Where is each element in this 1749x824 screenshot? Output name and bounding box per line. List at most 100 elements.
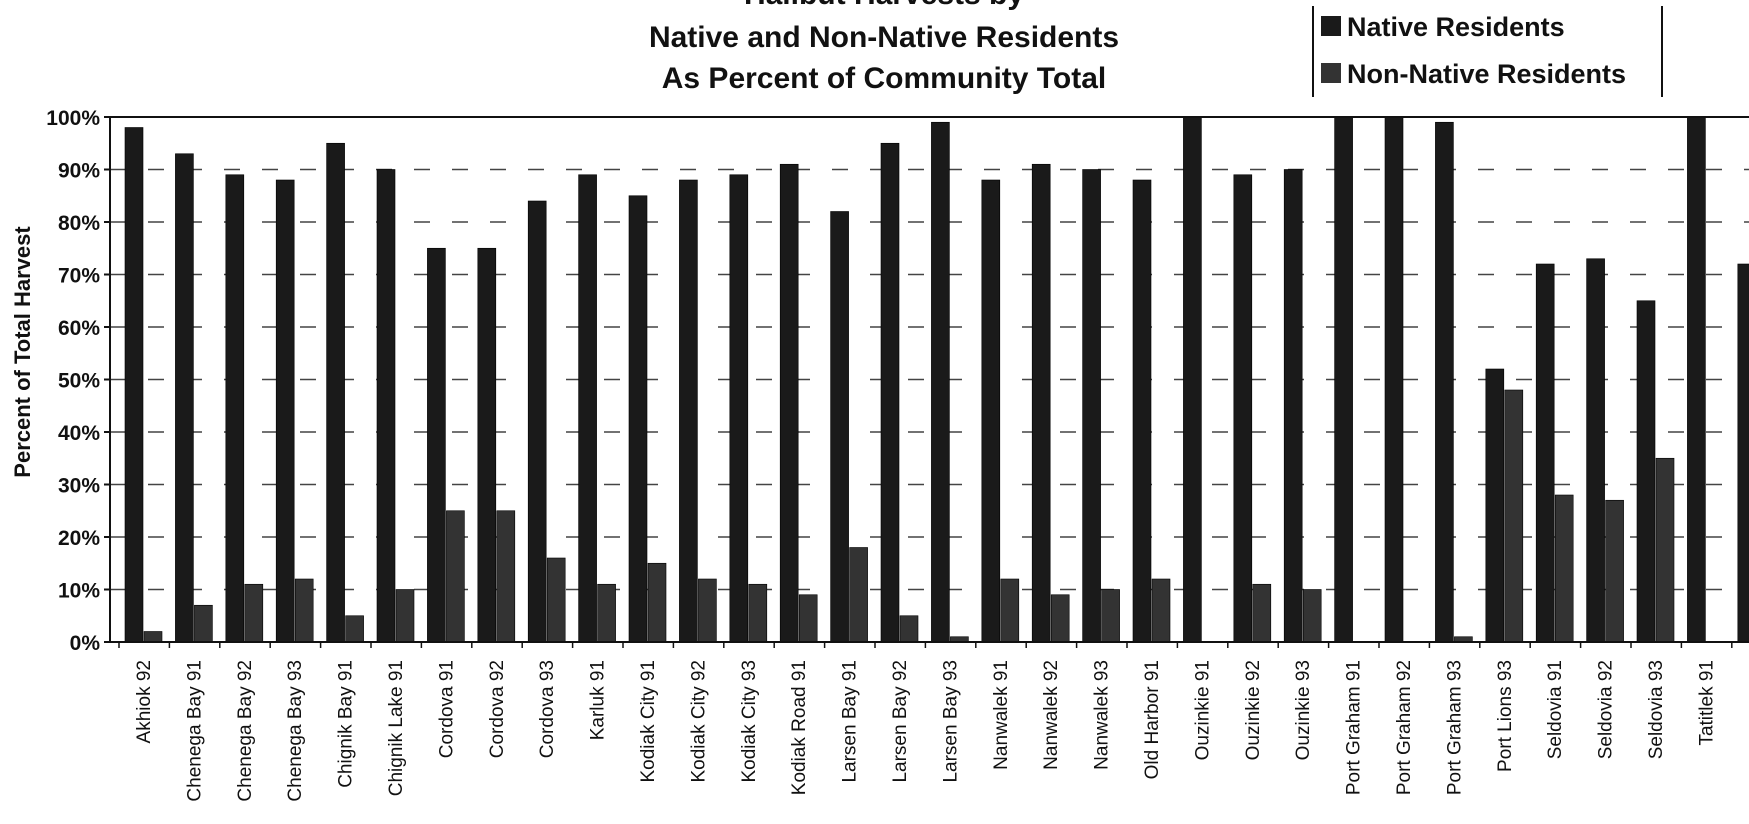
x-tick-label: Port Lions 93 bbox=[1495, 660, 1516, 772]
bar-native bbox=[124, 127, 144, 643]
bar-non-native bbox=[294, 578, 314, 643]
bar-non-native bbox=[849, 547, 868, 643]
y-tick-label: 60% bbox=[58, 317, 100, 340]
x-tick-label: Old Harbor 91 bbox=[1142, 660, 1163, 779]
bar-native bbox=[729, 174, 749, 643]
bar-non-native bbox=[899, 615, 919, 643]
x-tick-label: Ouzinkie 91 bbox=[1192, 660, 1213, 760]
legend-label: Native Residents bbox=[1347, 12, 1565, 42]
x-tick-label: Larsen Bay 92 bbox=[890, 660, 911, 783]
bar-native bbox=[779, 163, 799, 643]
x-tick-label: Port Graham 92 bbox=[1394, 660, 1415, 795]
y-tick-label: 20% bbox=[58, 527, 100, 550]
bar-native bbox=[225, 174, 245, 643]
bar-native bbox=[1687, 116, 1706, 643]
x-tick-label: Chignik Bay 91 bbox=[336, 660, 357, 788]
bar-non-native bbox=[1605, 499, 1624, 643]
chart-title-line: Native and Non-Native Residents bbox=[649, 21, 1119, 54]
y-tick-label: 80% bbox=[58, 212, 100, 235]
x-axis-ticks: Akhiok 92 Chenega Bay 91 Chenega Bay 92 Che… bbox=[118, 642, 1749, 802]
x-tick-label: Chenega Bay 92 bbox=[235, 660, 256, 802]
x-tick-label: Ouzinkie 92 bbox=[1243, 660, 1264, 760]
bar-native bbox=[376, 169, 396, 643]
bar-non-native bbox=[1504, 389, 1524, 643]
bar-non-native bbox=[1050, 594, 1070, 643]
bar-non-native bbox=[496, 510, 516, 643]
y-tick-label: 70% bbox=[58, 265, 100, 288]
bar-native bbox=[1183, 116, 1202, 643]
bar-native bbox=[1586, 258, 1605, 643]
bar-native bbox=[1283, 169, 1303, 643]
plot-frame bbox=[109, 116, 1749, 643]
bar-non-native bbox=[194, 604, 213, 643]
bar-native bbox=[275, 179, 295, 643]
bar-native bbox=[880, 142, 900, 643]
bar-native bbox=[830, 211, 849, 643]
x-tick-label: Seldovia 91 bbox=[1545, 660, 1566, 759]
x-tick-label: Karluk 91 bbox=[588, 660, 609, 740]
bar-native bbox=[1031, 163, 1051, 643]
x-tick-label: Seldovia 93 bbox=[1646, 660, 1667, 759]
bar-native bbox=[931, 121, 950, 643]
bar-native bbox=[326, 142, 345, 643]
legend-swatch bbox=[1321, 16, 1341, 36]
bar-native bbox=[1334, 116, 1353, 643]
bar-native bbox=[628, 195, 648, 643]
bar-native bbox=[1082, 169, 1101, 643]
bar-non-native bbox=[546, 557, 566, 643]
bar-non-native bbox=[1302, 589, 1322, 643]
bar-non-native bbox=[395, 589, 415, 643]
x-tick-label: Kodiak Road 91 bbox=[789, 660, 810, 795]
bar-non-native bbox=[244, 583, 264, 643]
y-tick-label: 30% bbox=[58, 475, 100, 498]
y-tick-label: 0% bbox=[70, 632, 101, 655]
x-tick-label: Larsen Bay 91 bbox=[840, 660, 861, 783]
bar-non-native bbox=[647, 562, 667, 643]
x-tick-label: Cordova 91 bbox=[436, 660, 457, 758]
bar-non-native bbox=[143, 631, 163, 643]
x-tick-label: Port Graham 93 bbox=[1444, 660, 1465, 795]
bar-non-native bbox=[748, 583, 768, 643]
x-tick-label: Chenega Bay 93 bbox=[285, 660, 306, 802]
legend-swatch bbox=[1321, 63, 1341, 83]
bar-non-native bbox=[597, 583, 616, 643]
x-tick-label: Nanwalek 93 bbox=[1092, 660, 1113, 770]
bar-native bbox=[1636, 300, 1656, 643]
bar-non-native bbox=[1000, 578, 1020, 643]
bar-non-native bbox=[698, 578, 717, 643]
x-tick-label: Tatitlek 93 bbox=[1747, 660, 1749, 746]
bars bbox=[124, 116, 1749, 643]
x-tick-label: Akhiok 92 bbox=[134, 660, 155, 743]
bar-non-native bbox=[1252, 583, 1272, 643]
bar-native bbox=[1485, 368, 1505, 643]
bar-native bbox=[1132, 179, 1152, 643]
bar-native bbox=[427, 247, 446, 643]
x-tick-label: Chenega Bay 91 bbox=[184, 660, 205, 802]
y-axis-ticks: 0% 10% 20% 30% 40% 50% 60% 70% 80% 90% 100% bbox=[46, 107, 110, 655]
chart-title-line: As Percent of Community Total bbox=[662, 62, 1107, 95]
bar-non-native bbox=[1655, 457, 1675, 643]
x-tick-label: Kodiak City 91 bbox=[638, 660, 659, 783]
bar-native bbox=[679, 179, 698, 643]
x-tick-label: Cordova 92 bbox=[487, 660, 508, 758]
bar-native bbox=[1737, 263, 1749, 643]
bar-non-native bbox=[446, 510, 465, 643]
bar-native bbox=[578, 174, 597, 643]
x-tick-label: Nanwalek 92 bbox=[1041, 660, 1062, 770]
bar-native bbox=[527, 200, 547, 643]
x-tick-label: Port Graham 91 bbox=[1344, 660, 1365, 795]
x-tick-label: Cordova 93 bbox=[537, 660, 558, 758]
chart-title: Halibut Harvests by Native and Non-Native… bbox=[649, 0, 1119, 95]
bar-native bbox=[1233, 174, 1253, 643]
x-tick-label: Larsen Bay 93 bbox=[940, 660, 961, 783]
y-tick-label: 40% bbox=[58, 422, 100, 445]
legend: Native Residents Non-Native Residents bbox=[1312, 6, 1663, 97]
x-tick-label: Ouzinkie 93 bbox=[1293, 660, 1314, 760]
y-axis-label: Percent of Total Harvest bbox=[10, 226, 35, 478]
y-tick-label: 100% bbox=[46, 107, 100, 130]
legend-label: Non-Native Residents bbox=[1347, 59, 1626, 89]
bar-non-native bbox=[798, 594, 818, 643]
bar-native bbox=[175, 153, 194, 643]
y-tick-label: 10% bbox=[58, 580, 100, 603]
